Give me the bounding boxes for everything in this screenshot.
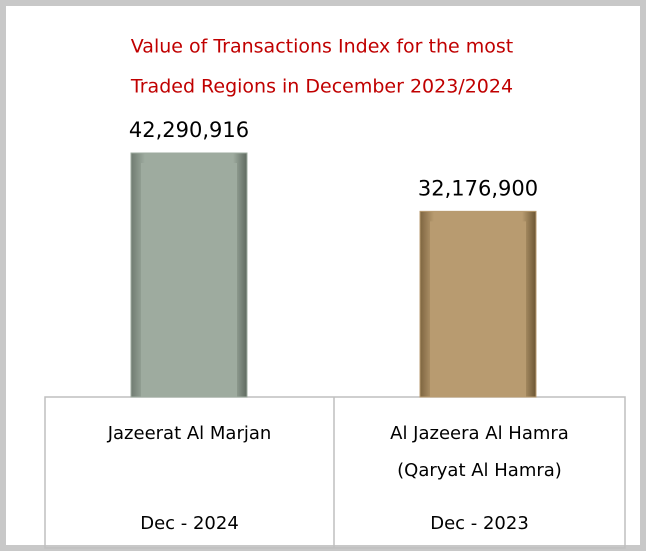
bar-bevel (141, 163, 237, 397)
bar-bevel (430, 221, 526, 397)
value-label: 42,290,916 (129, 118, 249, 142)
value-label: 32,176,900 (418, 176, 538, 200)
period-label: Dec - 2024 (140, 513, 239, 534)
category-label: (Qaryat Al Hamra) (397, 460, 562, 481)
table-border (44, 396, 626, 549)
category-label: Al Jazeera Al Hamra (390, 423, 569, 444)
category-label: Jazeerat Al Marjan (107, 423, 272, 444)
period-label: Dec - 2023 (430, 513, 529, 534)
chart-title: Value of Transactions Index for the most (131, 36, 513, 58)
chart-title: Traded Regions in December 2023/2024 (130, 76, 513, 98)
